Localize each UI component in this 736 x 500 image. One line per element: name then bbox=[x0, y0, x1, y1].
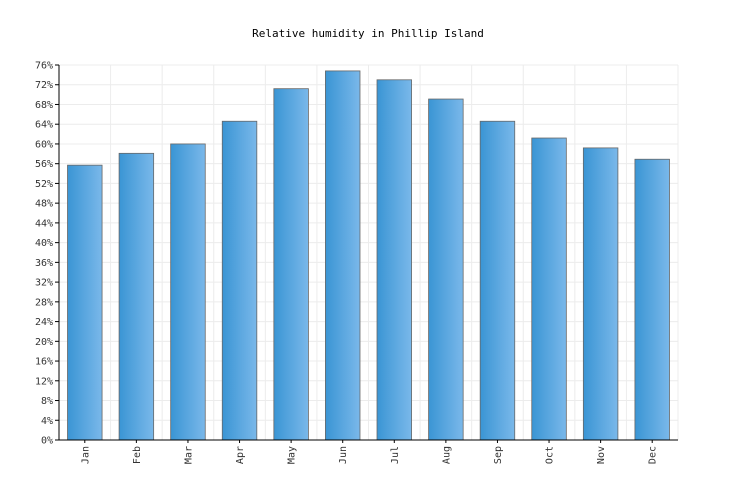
bar-jul bbox=[376, 79, 412, 441]
y-tick-label: 28% bbox=[35, 297, 53, 308]
bar-may bbox=[273, 88, 309, 441]
y-tick-label: 36% bbox=[35, 258, 53, 269]
x-tick-label: Dec bbox=[648, 446, 659, 464]
bar-nov bbox=[582, 147, 619, 441]
bar-mar bbox=[170, 143, 206, 441]
x-axis-ticks: Jan Feb Mar Apr May Jun Jul Aug Sep Oct Nov Dec bbox=[80, 440, 659, 464]
x-tick-label: Jan bbox=[80, 446, 91, 464]
x-tick-label: May bbox=[287, 446, 298, 464]
y-tick-label: 64% bbox=[35, 120, 53, 131]
chart-title: Relative humidity in Phillip Island bbox=[252, 27, 484, 40]
y-tick-label: 72% bbox=[35, 80, 53, 91]
bar-dec bbox=[634, 158, 670, 441]
x-tick-label: Sep bbox=[493, 446, 504, 464]
y-tick-label: 52% bbox=[35, 179, 53, 190]
y-tick-label: 12% bbox=[35, 376, 53, 387]
x-tick-label: Apr bbox=[235, 446, 246, 464]
x-tick-label: Jul bbox=[390, 446, 401, 464]
y-tick-label: 0% bbox=[41, 436, 53, 447]
bar-oct bbox=[531, 137, 567, 441]
y-tick-label: 60% bbox=[35, 139, 53, 150]
bar-jun bbox=[325, 70, 361, 441]
grid bbox=[58, 64, 679, 441]
y-tick-label: 76% bbox=[35, 61, 53, 72]
bar-sep bbox=[479, 120, 516, 441]
x-tick-label: Oct bbox=[545, 446, 556, 464]
y-tick-label: 68% bbox=[35, 100, 53, 111]
bars bbox=[67, 70, 670, 441]
y-tick-label: 44% bbox=[35, 218, 53, 229]
y-tick-label: 56% bbox=[35, 159, 53, 170]
y-tick-label: 40% bbox=[35, 238, 53, 249]
y-tick-label: 20% bbox=[35, 337, 53, 348]
bar-jan bbox=[67, 164, 103, 441]
x-tick-label: Nov bbox=[596, 446, 607, 464]
x-tick-label: Mar bbox=[183, 446, 194, 464]
y-tick-label: 16% bbox=[35, 357, 53, 368]
bar-feb bbox=[118, 152, 155, 441]
y-axis-ticks: 0% 4% 8% 12% 16% 20% 24% 28% 32% 36% 40% 44% 48% 52% 5… bbox=[35, 61, 59, 447]
y-tick-label: 8% bbox=[41, 396, 53, 407]
x-tick-label: Aug bbox=[441, 446, 452, 464]
y-tick-label: 24% bbox=[35, 317, 53, 328]
y-tick-label: 32% bbox=[35, 278, 53, 289]
x-tick-label: Jun bbox=[338, 446, 349, 464]
bar-apr bbox=[221, 120, 258, 441]
bar-aug bbox=[428, 98, 464, 441]
y-tick-label: 48% bbox=[35, 199, 53, 210]
x-tick-label: Feb bbox=[132, 446, 143, 464]
y-tick-label: 4% bbox=[41, 416, 53, 427]
